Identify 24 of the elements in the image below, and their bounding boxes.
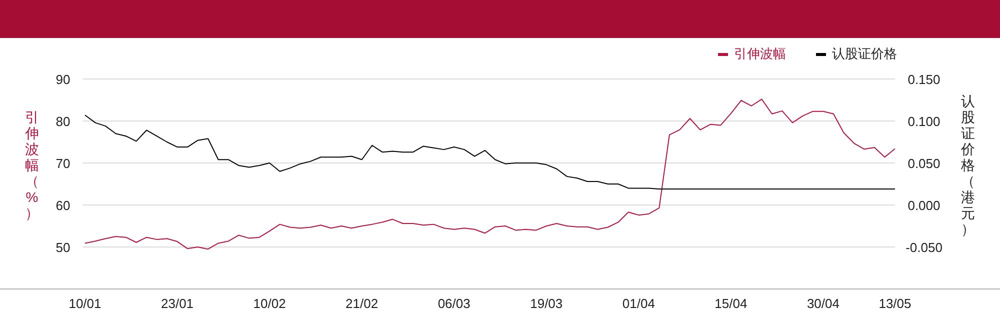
- y-tick-label: 70: [56, 156, 70, 171]
- x-tick-label: 15/04: [714, 296, 748, 311]
- legend-label: 认股证价格: [832, 46, 897, 61]
- x-tick-label: 10/01: [68, 296, 102, 311]
- y-tick-label: 50: [56, 240, 70, 255]
- y-tick-label: 60: [56, 198, 70, 213]
- y-tick-label: 80: [56, 114, 70, 129]
- x-tick-label: 06/03: [438, 296, 470, 311]
- y2-axis-title: 认股证价格（港元）: [961, 93, 975, 237]
- y2-tick-label: 0.050: [908, 156, 940, 171]
- y2-tick-label: 0.100: [908, 114, 940, 129]
- legend-label: 引伸波幅: [734, 46, 786, 61]
- y2-tick-label: 0.000: [908, 198, 940, 213]
- y2-tick-label: 0.150: [908, 72, 940, 87]
- x-tick-label: 23/01: [161, 296, 194, 311]
- x-tick-label: 19/03: [530, 296, 563, 311]
- x-tick-label: 13/05: [878, 296, 912, 311]
- y-axis-title: 引伸波幅（%）: [25, 109, 39, 221]
- y-tick-label: 90: [56, 72, 70, 87]
- x-tick-label: 30/04: [806, 296, 840, 311]
- x-tick-label: 10/02: [253, 296, 286, 311]
- y2-tick-label: -0.050: [906, 240, 942, 255]
- x-tick-label: 01/04: [622, 296, 655, 311]
- x-tick-label: 21/02: [346, 296, 378, 311]
